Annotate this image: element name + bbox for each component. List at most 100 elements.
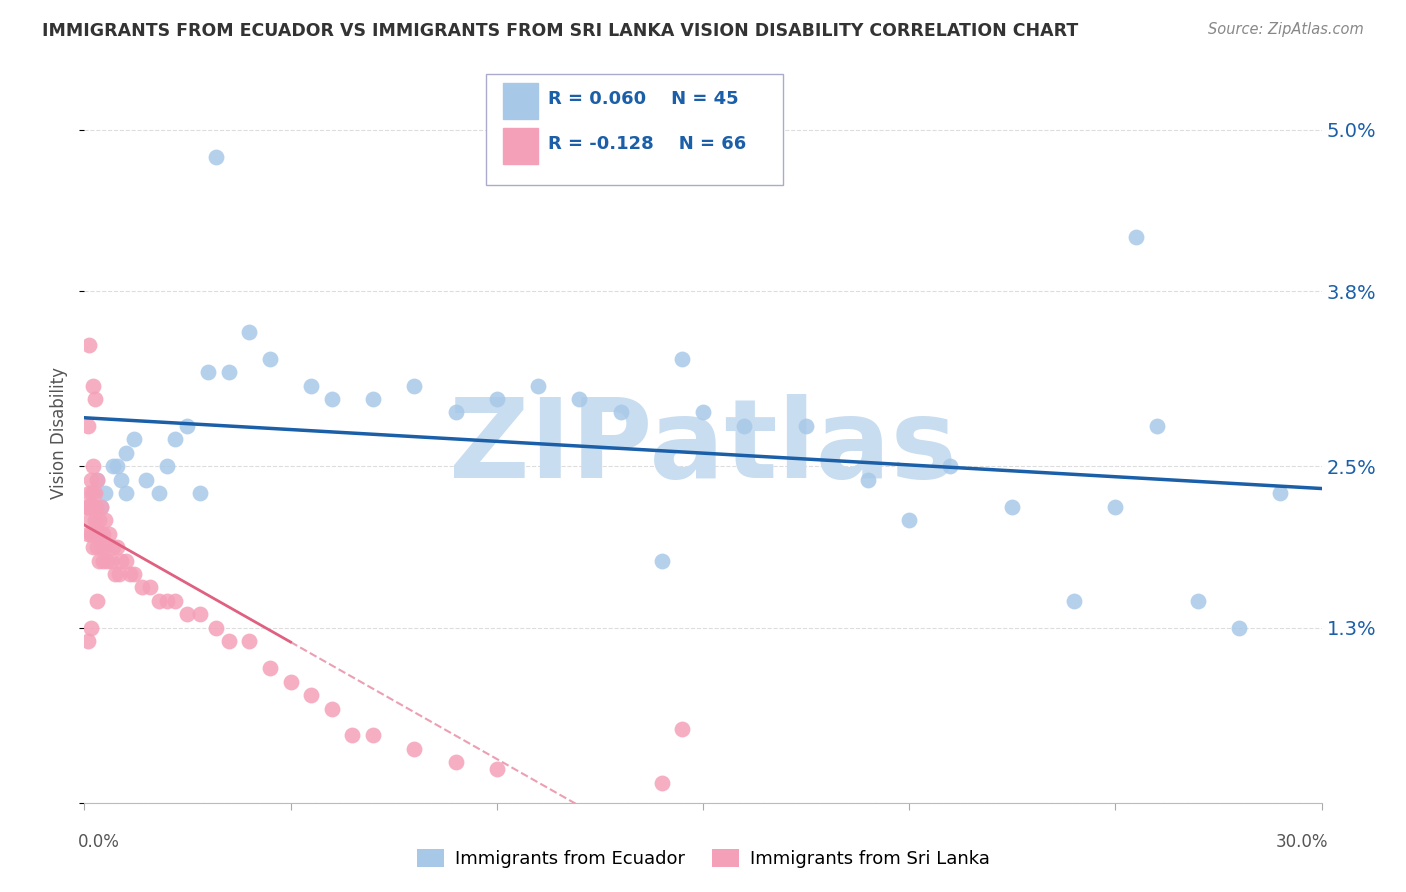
- Point: [165, 594, 187, 608]
- Point: [342, 729, 364, 743]
- Point: [86, 526, 108, 541]
- Point: [404, 742, 426, 756]
- Point: [84, 500, 107, 514]
- Point: [76, 526, 98, 541]
- Point: [218, 634, 240, 648]
- Point: [100, 553, 122, 567]
- Point: [114, 553, 136, 567]
- Point: [148, 594, 170, 608]
- Point: [80, 486, 103, 500]
- Point: [77, 418, 100, 433]
- Point: [1001, 500, 1024, 514]
- Point: [90, 500, 112, 514]
- Point: [103, 459, 125, 474]
- Point: [122, 433, 145, 447]
- FancyBboxPatch shape: [502, 83, 538, 120]
- Text: IMMIGRANTS FROM ECUADOR VS IMMIGRANTS FROM SRI LANKA VISION DISABILITY CORRELATI: IMMIGRANTS FROM ECUADOR VS IMMIGRANTS FR…: [42, 22, 1078, 40]
- Point: [86, 473, 108, 487]
- Text: R = 0.060    N = 45: R = 0.060 N = 45: [548, 90, 740, 109]
- Point: [218, 365, 240, 379]
- FancyBboxPatch shape: [486, 73, 783, 185]
- Legend: Immigrants from Ecuador, Immigrants from Sri Lanka: Immigrants from Ecuador, Immigrants from…: [409, 841, 997, 875]
- Point: [110, 473, 132, 487]
- Point: [90, 540, 112, 554]
- Point: [82, 378, 104, 392]
- Point: [188, 486, 211, 500]
- Point: [90, 500, 112, 514]
- Point: [321, 701, 343, 715]
- Point: [238, 634, 260, 648]
- Point: [87, 513, 110, 527]
- Point: [79, 621, 101, 635]
- Point: [444, 756, 467, 770]
- Point: [485, 762, 508, 776]
- FancyBboxPatch shape: [502, 128, 538, 164]
- Point: [82, 526, 104, 541]
- Point: [651, 775, 673, 789]
- Point: [114, 486, 136, 500]
- Point: [733, 418, 755, 433]
- Point: [82, 459, 104, 474]
- Point: [80, 500, 103, 514]
- Point: [86, 473, 108, 487]
- Point: [299, 688, 322, 702]
- Point: [197, 365, 219, 379]
- Point: [692, 405, 714, 419]
- Point: [1270, 486, 1292, 500]
- Point: [148, 486, 170, 500]
- Point: [156, 594, 179, 608]
- Point: [321, 392, 343, 406]
- Point: [83, 486, 105, 500]
- Point: [91, 526, 114, 541]
- Point: [108, 566, 131, 581]
- Point: [404, 378, 426, 392]
- Point: [114, 446, 136, 460]
- Point: [444, 405, 467, 419]
- Y-axis label: Vision Disability: Vision Disability: [51, 367, 69, 499]
- Point: [280, 674, 302, 689]
- Point: [259, 661, 281, 675]
- Point: [1187, 594, 1209, 608]
- Point: [176, 418, 198, 433]
- Point: [205, 150, 228, 164]
- Point: [361, 392, 384, 406]
- Point: [188, 607, 211, 622]
- Point: [361, 729, 384, 743]
- Point: [259, 351, 281, 366]
- Point: [139, 581, 162, 595]
- Point: [79, 473, 101, 487]
- Point: [94, 513, 117, 527]
- Point: [105, 540, 128, 554]
- Point: [103, 540, 125, 554]
- Point: [83, 392, 105, 406]
- Point: [568, 392, 591, 406]
- Point: [131, 581, 153, 595]
- Point: [1227, 621, 1250, 635]
- Point: [485, 392, 508, 406]
- Point: [77, 500, 100, 514]
- Point: [96, 553, 118, 567]
- Point: [165, 433, 187, 447]
- Point: [75, 500, 97, 514]
- Text: 0.0%: 0.0%: [79, 833, 120, 851]
- Point: [91, 553, 114, 567]
- Point: [94, 486, 117, 500]
- Point: [79, 513, 101, 527]
- Text: Source: ZipAtlas.com: Source: ZipAtlas.com: [1208, 22, 1364, 37]
- Point: [671, 351, 693, 366]
- Point: [898, 513, 921, 527]
- Point: [110, 553, 132, 567]
- Point: [156, 459, 179, 474]
- Point: [939, 459, 962, 474]
- Point: [794, 418, 817, 433]
- Point: [86, 594, 108, 608]
- Text: 30.0%: 30.0%: [1275, 833, 1327, 851]
- Point: [1063, 594, 1085, 608]
- Text: ZIPatlas: ZIPatlas: [449, 394, 957, 501]
- Point: [1125, 230, 1147, 244]
- Point: [1146, 418, 1168, 433]
- Point: [671, 722, 693, 736]
- Point: [856, 473, 879, 487]
- Point: [94, 540, 117, 554]
- Point: [205, 621, 228, 635]
